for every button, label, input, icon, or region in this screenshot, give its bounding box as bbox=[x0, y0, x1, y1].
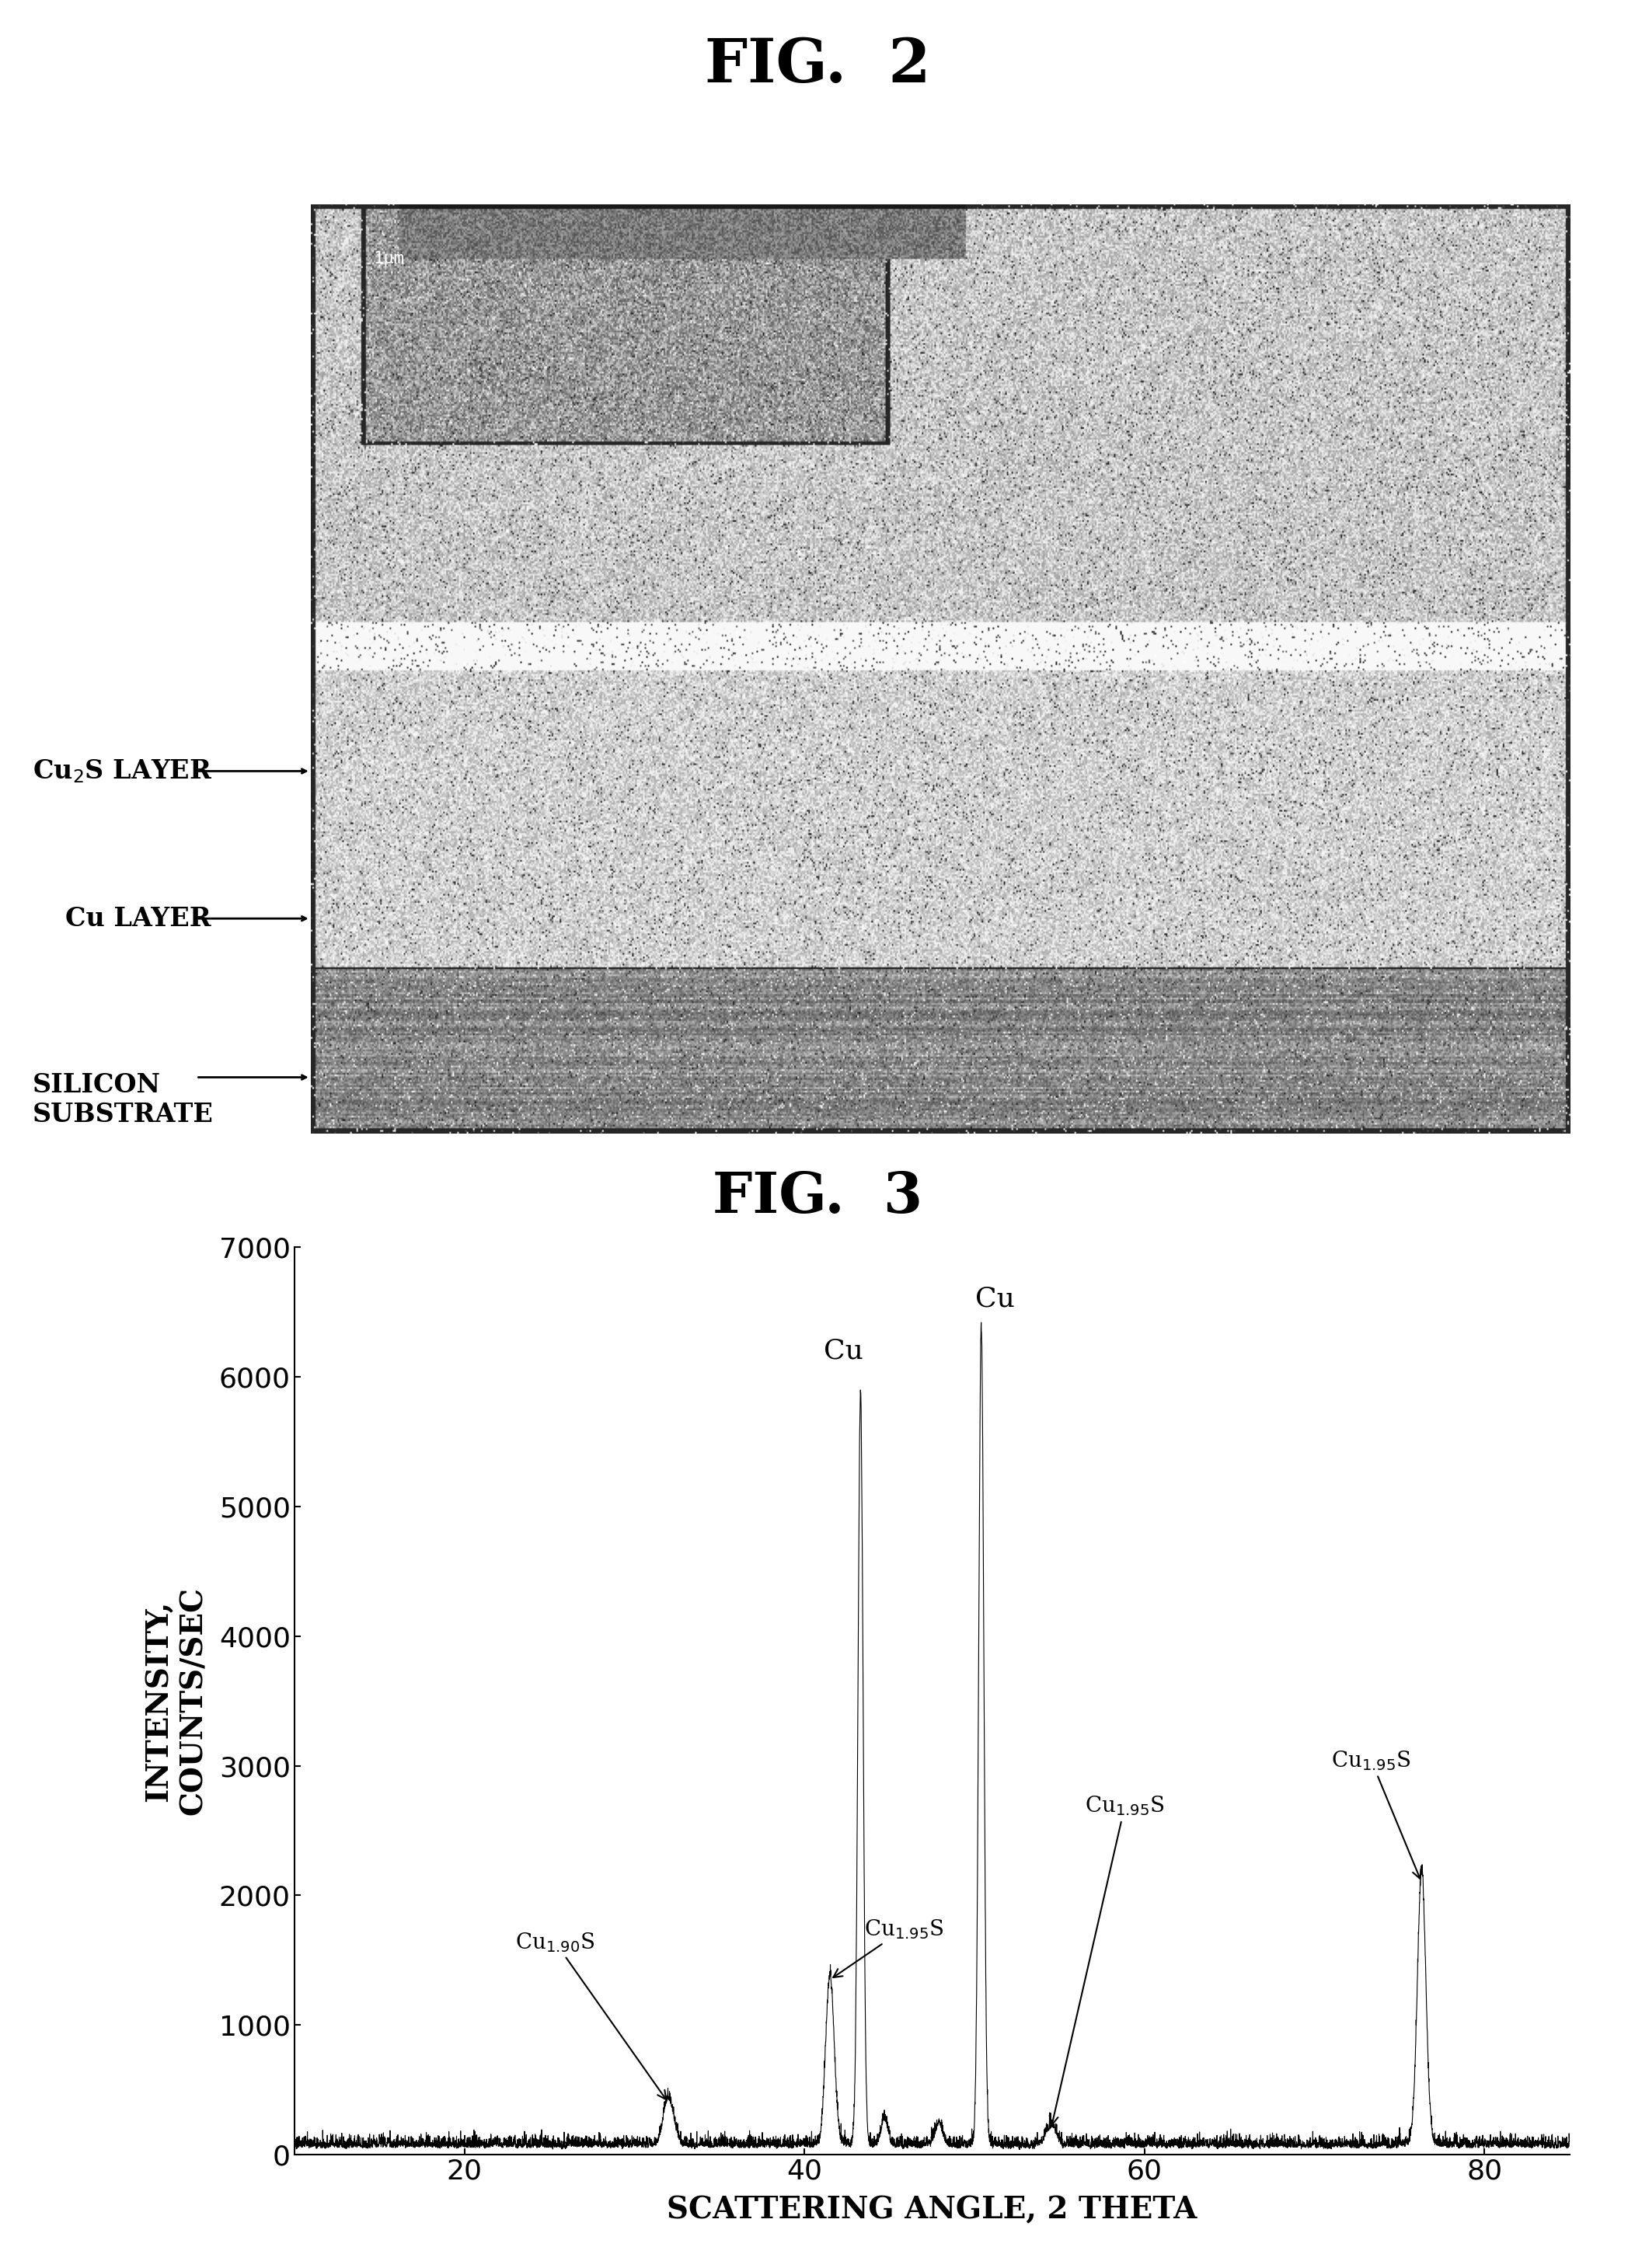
Text: SILICON
SUBSTRATE: SILICON SUBSTRATE bbox=[33, 1073, 214, 1127]
Y-axis label: INTENSITY,
COUNTS/SEC: INTENSITY, COUNTS/SEC bbox=[144, 1588, 208, 1814]
Text: Cu$_{1.95}$S: Cu$_{1.95}$S bbox=[1331, 1749, 1421, 1878]
Text: Cu$_2$S LAYER: Cu$_2$S LAYER bbox=[33, 758, 213, 785]
Text: Cu$_{1.90}$S: Cu$_{1.90}$S bbox=[515, 1930, 665, 2100]
Text: Cu$_{1.95}$S: Cu$_{1.95}$S bbox=[834, 1919, 943, 1978]
Text: Cu LAYER: Cu LAYER bbox=[65, 905, 211, 932]
Text: FIG.  2: FIG. 2 bbox=[705, 36, 930, 95]
Text: Cu: Cu bbox=[974, 1286, 1015, 1313]
Text: Cu: Cu bbox=[824, 1338, 863, 1363]
Text: Cu$_{1.95}$S: Cu$_{1.95}$S bbox=[1050, 1794, 1164, 2125]
Text: 1μm: 1μm bbox=[373, 252, 405, 265]
X-axis label: SCATTERING ANGLE, 2 THETA: SCATTERING ANGLE, 2 THETA bbox=[667, 2195, 1197, 2225]
Text: FIG.  3: FIG. 3 bbox=[713, 1170, 922, 1225]
